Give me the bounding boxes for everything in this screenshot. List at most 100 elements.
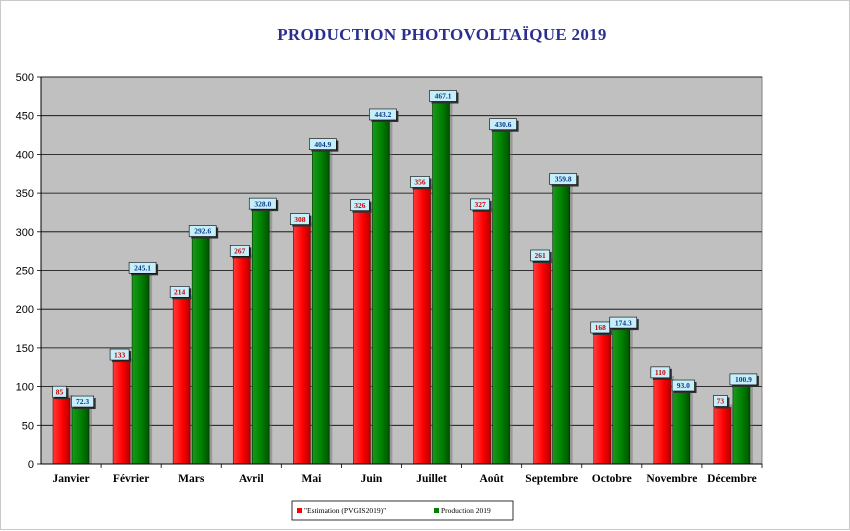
data-label-estimation: 267: [234, 247, 246, 256]
bar-production: [432, 102, 450, 465]
data-label-box: [410, 176, 430, 188]
bar-production: [191, 237, 210, 465]
data-label-production: 328.0: [254, 199, 271, 208]
data-label-box: [248, 197, 277, 210]
y-tick-label: 50: [22, 420, 34, 432]
data-label-estimation: 73: [717, 397, 725, 406]
x-tick-label: Février: [113, 473, 149, 485]
legend-label-estimation: "Estimation (PVGIS2019)": [304, 506, 386, 515]
data-label-box: [729, 373, 758, 386]
data-label-production: 292.6: [194, 227, 211, 236]
data-label-estimation: 110: [655, 368, 666, 377]
bar-estimation: [353, 211, 371, 465]
x-tick-label: Octobre: [592, 473, 632, 485]
chart-title: PRODUCTION PHOTOVOLTAÏQUE 2019: [277, 25, 607, 44]
y-tick-label: 400: [16, 149, 34, 161]
data-label-box: [369, 108, 397, 121]
data-label-estimation: 356: [414, 178, 426, 187]
data-label-box: [713, 395, 728, 407]
data-label-production: 93.0: [677, 381, 690, 390]
data-label-box: [71, 395, 95, 408]
legend-swatch-estimation: [297, 508, 302, 513]
bar-estimation: [112, 360, 131, 465]
bar-production: [131, 273, 150, 465]
data-label-box: [229, 245, 250, 257]
data-label-box: [128, 261, 157, 274]
bar-production: [71, 407, 90, 465]
bar-estimation: [52, 397, 71, 465]
data-label-box: [109, 348, 130, 361]
data-label-box: [290, 213, 310, 225]
y-tick-label: 300: [16, 227, 34, 239]
data-label-box: [489, 118, 517, 131]
legend-box: [291, 500, 514, 521]
x-tick-label: Mars: [178, 473, 205, 485]
bar-production: [312, 150, 330, 465]
x-tick-label: Janvier: [53, 473, 90, 485]
bar-estimation: [413, 188, 431, 465]
x-tick-label: Novembre: [646, 473, 697, 485]
bar-production: [672, 391, 691, 465]
data-label-box: [52, 385, 67, 398]
bar-estimation: [293, 225, 311, 465]
bar-production: [372, 120, 390, 465]
data-label-production: 467.1: [435, 92, 452, 101]
bar-production: [552, 185, 570, 465]
x-tick-label: Mai: [301, 473, 322, 485]
x-tick-label: Août: [479, 473, 503, 485]
data-label-box: [671, 379, 695, 392]
y-tick-label: 350: [16, 188, 34, 200]
data-label-estimation: 168: [595, 323, 607, 332]
y-tick-label: 0: [28, 459, 34, 471]
data-label-box: [429, 90, 457, 102]
data-label-production: 245.1: [134, 263, 151, 272]
data-label-production: 100.9: [735, 375, 752, 384]
bar-estimation: [172, 298, 191, 465]
x-tick-label: Avril: [239, 473, 264, 485]
data-label-production: 174.3: [615, 318, 632, 327]
y-tick-label: 100: [16, 382, 34, 394]
data-label-box: [188, 225, 217, 237]
y-tick-label: 150: [16, 343, 34, 355]
data-label-production: 443.2: [374, 110, 391, 119]
bar-estimation: [473, 210, 491, 465]
y-tick-label: 200: [16, 304, 34, 316]
data-label-box: [169, 286, 190, 298]
x-tick-label: Décembre: [707, 473, 757, 485]
bar-estimation: [653, 378, 672, 465]
data-label-box: [470, 198, 490, 211]
data-label-box: [549, 173, 577, 185]
y-tick-label: 450: [16, 111, 34, 123]
data-label-production: 72.3: [76, 397, 89, 406]
data-label-box: [350, 199, 370, 211]
data-label-estimation: 85: [56, 387, 64, 396]
legend: "Estimation (PVGIS2019)" Production 2019: [291, 500, 514, 521]
data-label-production: 404.9: [314, 140, 331, 149]
data-label-box: [650, 366, 671, 379]
y-tick-label: 250: [16, 266, 34, 278]
data-label-box: [530, 249, 550, 262]
data-label-estimation: 326: [354, 201, 366, 210]
bar-production: [492, 130, 510, 465]
data-label-estimation: 308: [294, 215, 306, 224]
data-label-box: [609, 316, 638, 329]
bar-estimation: [533, 261, 551, 465]
x-tick-label: Septembre: [525, 473, 578, 485]
x-tick-label: Juin: [361, 473, 383, 485]
bar-production: [251, 209, 270, 465]
bar-estimation: [593, 333, 612, 465]
data-label-production: 359.8: [555, 175, 572, 184]
data-label-estimation: 261: [535, 251, 547, 260]
data-label-estimation: 327: [474, 200, 486, 209]
bar-production: [612, 328, 631, 465]
data-label-estimation: 133: [114, 350, 126, 359]
y-tick-label: 500: [16, 72, 34, 84]
bar-production: [732, 385, 751, 465]
bar-estimation: [232, 257, 251, 465]
data-label-box: [309, 138, 337, 150]
x-tick-label: Juillet: [416, 473, 447, 485]
bar-estimation: [713, 407, 732, 465]
data-label-estimation: 214: [174, 288, 186, 297]
